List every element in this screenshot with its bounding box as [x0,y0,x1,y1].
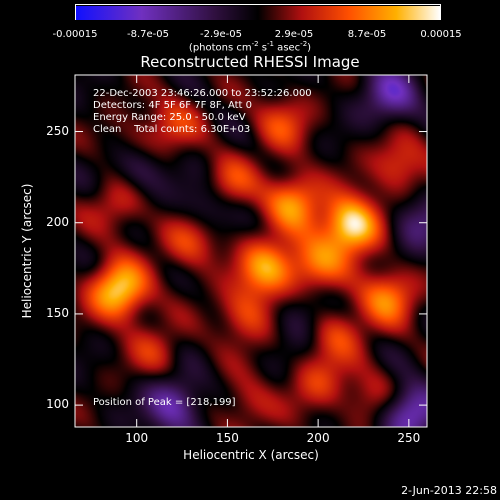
heatmap-image [75,75,427,427]
peak-position-text: Position of Peak = [218,199] [93,397,236,408]
chart-title: Reconstructed RHESSI Image [140,53,360,71]
colorbar-gradient [76,6,440,20]
date-stamp: 2-Jun-2013 22:58 [401,484,497,497]
colorbar-tick: 2.9e-05 [274,29,314,40]
colorbar-tick: 8.7e-05 [347,29,387,40]
colorbar-tick: -0.00015 [52,29,98,40]
y-tick-label: 250 [46,123,69,138]
x-tick-label: 100 [125,431,149,445]
time-range-text: 22-Dec-2003 23:46:26.000 to 23:52:26.000 [93,88,312,99]
y-tick-label: 150 [46,305,69,320]
colorbar-unit-label: (photons cm-2 s-1 asec-2) [188,40,312,54]
y-tick-label: 100 [46,397,69,412]
x-tick-label: 150 [215,431,239,445]
colorbar-tick: 0.00015 [420,29,462,40]
x-axis-label: Heliocentric X (arcsec) [183,448,319,462]
detectors-text: Detectors: 4F 5F 6F 7F 8F, Att 0 [93,100,253,111]
clean-counts-text: Clean Total counts: 6.30E+03 [93,124,251,135]
y-tick-label: 200 [46,214,69,229]
colorbar-tick: -2.9e-05 [200,29,242,40]
colorbar [75,4,441,20]
x-tick-label: 200 [306,431,330,445]
y-axis-label: Heliocentric Y (arcsec) [20,183,34,319]
plot-axes [74,74,428,428]
plot-frame [74,74,428,428]
plot-area [74,74,428,428]
energy-range-text: Energy Range: 25.0 - 50.0 keV [93,112,246,123]
colorbar-tick: -8.7e-05 [127,29,169,40]
x-tick-label: 250 [397,431,421,445]
